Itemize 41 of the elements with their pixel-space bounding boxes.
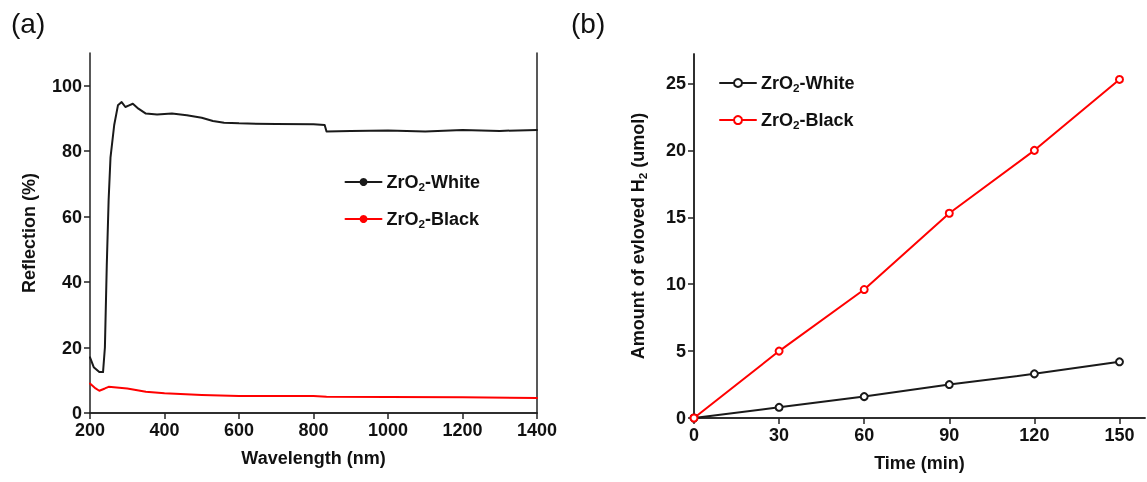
x-tick-label: 1200	[442, 420, 483, 440]
point	[944, 380, 954, 390]
y-tick-label: 60	[61, 206, 82, 227]
x-tick-label: 30	[769, 425, 790, 445]
chart-title: (b)	[571, 7, 606, 39]
y-tick-label: 20	[61, 337, 82, 358]
point	[774, 346, 784, 356]
y-tick-label: 5	[675, 341, 686, 362]
point	[859, 285, 869, 295]
x-tick-label: 1000	[367, 420, 409, 440]
x-axis-title: Wavelength (nm)	[241, 448, 386, 468]
y-tick-label: 100	[51, 75, 82, 96]
point	[944, 208, 954, 218]
x-tick-label: 120	[1019, 425, 1050, 445]
x-tick-label: 200	[74, 420, 106, 440]
y-axis-title: Reflection (%)	[19, 172, 39, 294]
x-axis-title: Time (min)	[874, 453, 965, 473]
chart-title: (a)	[11, 7, 46, 39]
x-tick-label: 150	[1104, 425, 1135, 445]
x-tick-label: 600	[223, 420, 255, 440]
point	[1029, 369, 1039, 379]
point	[859, 392, 869, 402]
point	[1114, 74, 1124, 84]
point	[774, 402, 784, 412]
x-tick-label: 0	[688, 425, 700, 445]
y-tick-label: 0	[71, 403, 82, 423]
y-tick-label: 40	[61, 272, 82, 293]
y-tick-label: 20	[665, 140, 686, 161]
y-tick-label: 10	[665, 274, 686, 295]
x-tick-label: 1400	[516, 420, 557, 440]
line-series	[89, 382, 538, 399]
x-tick-label: 60	[854, 425, 875, 445]
x-tick-label: 800	[298, 420, 329, 440]
y-tick-label: 80	[61, 141, 82, 162]
y-tick-label: 15	[665, 207, 686, 228]
point	[1029, 145, 1039, 155]
y-axis-title: Amount of evloved H2 (umol)	[627, 112, 649, 360]
x-tick-label: 90	[939, 425, 960, 445]
point	[1114, 357, 1124, 367]
x-tick-label: 400	[149, 420, 180, 440]
y-tick-label: 25	[665, 73, 686, 94]
